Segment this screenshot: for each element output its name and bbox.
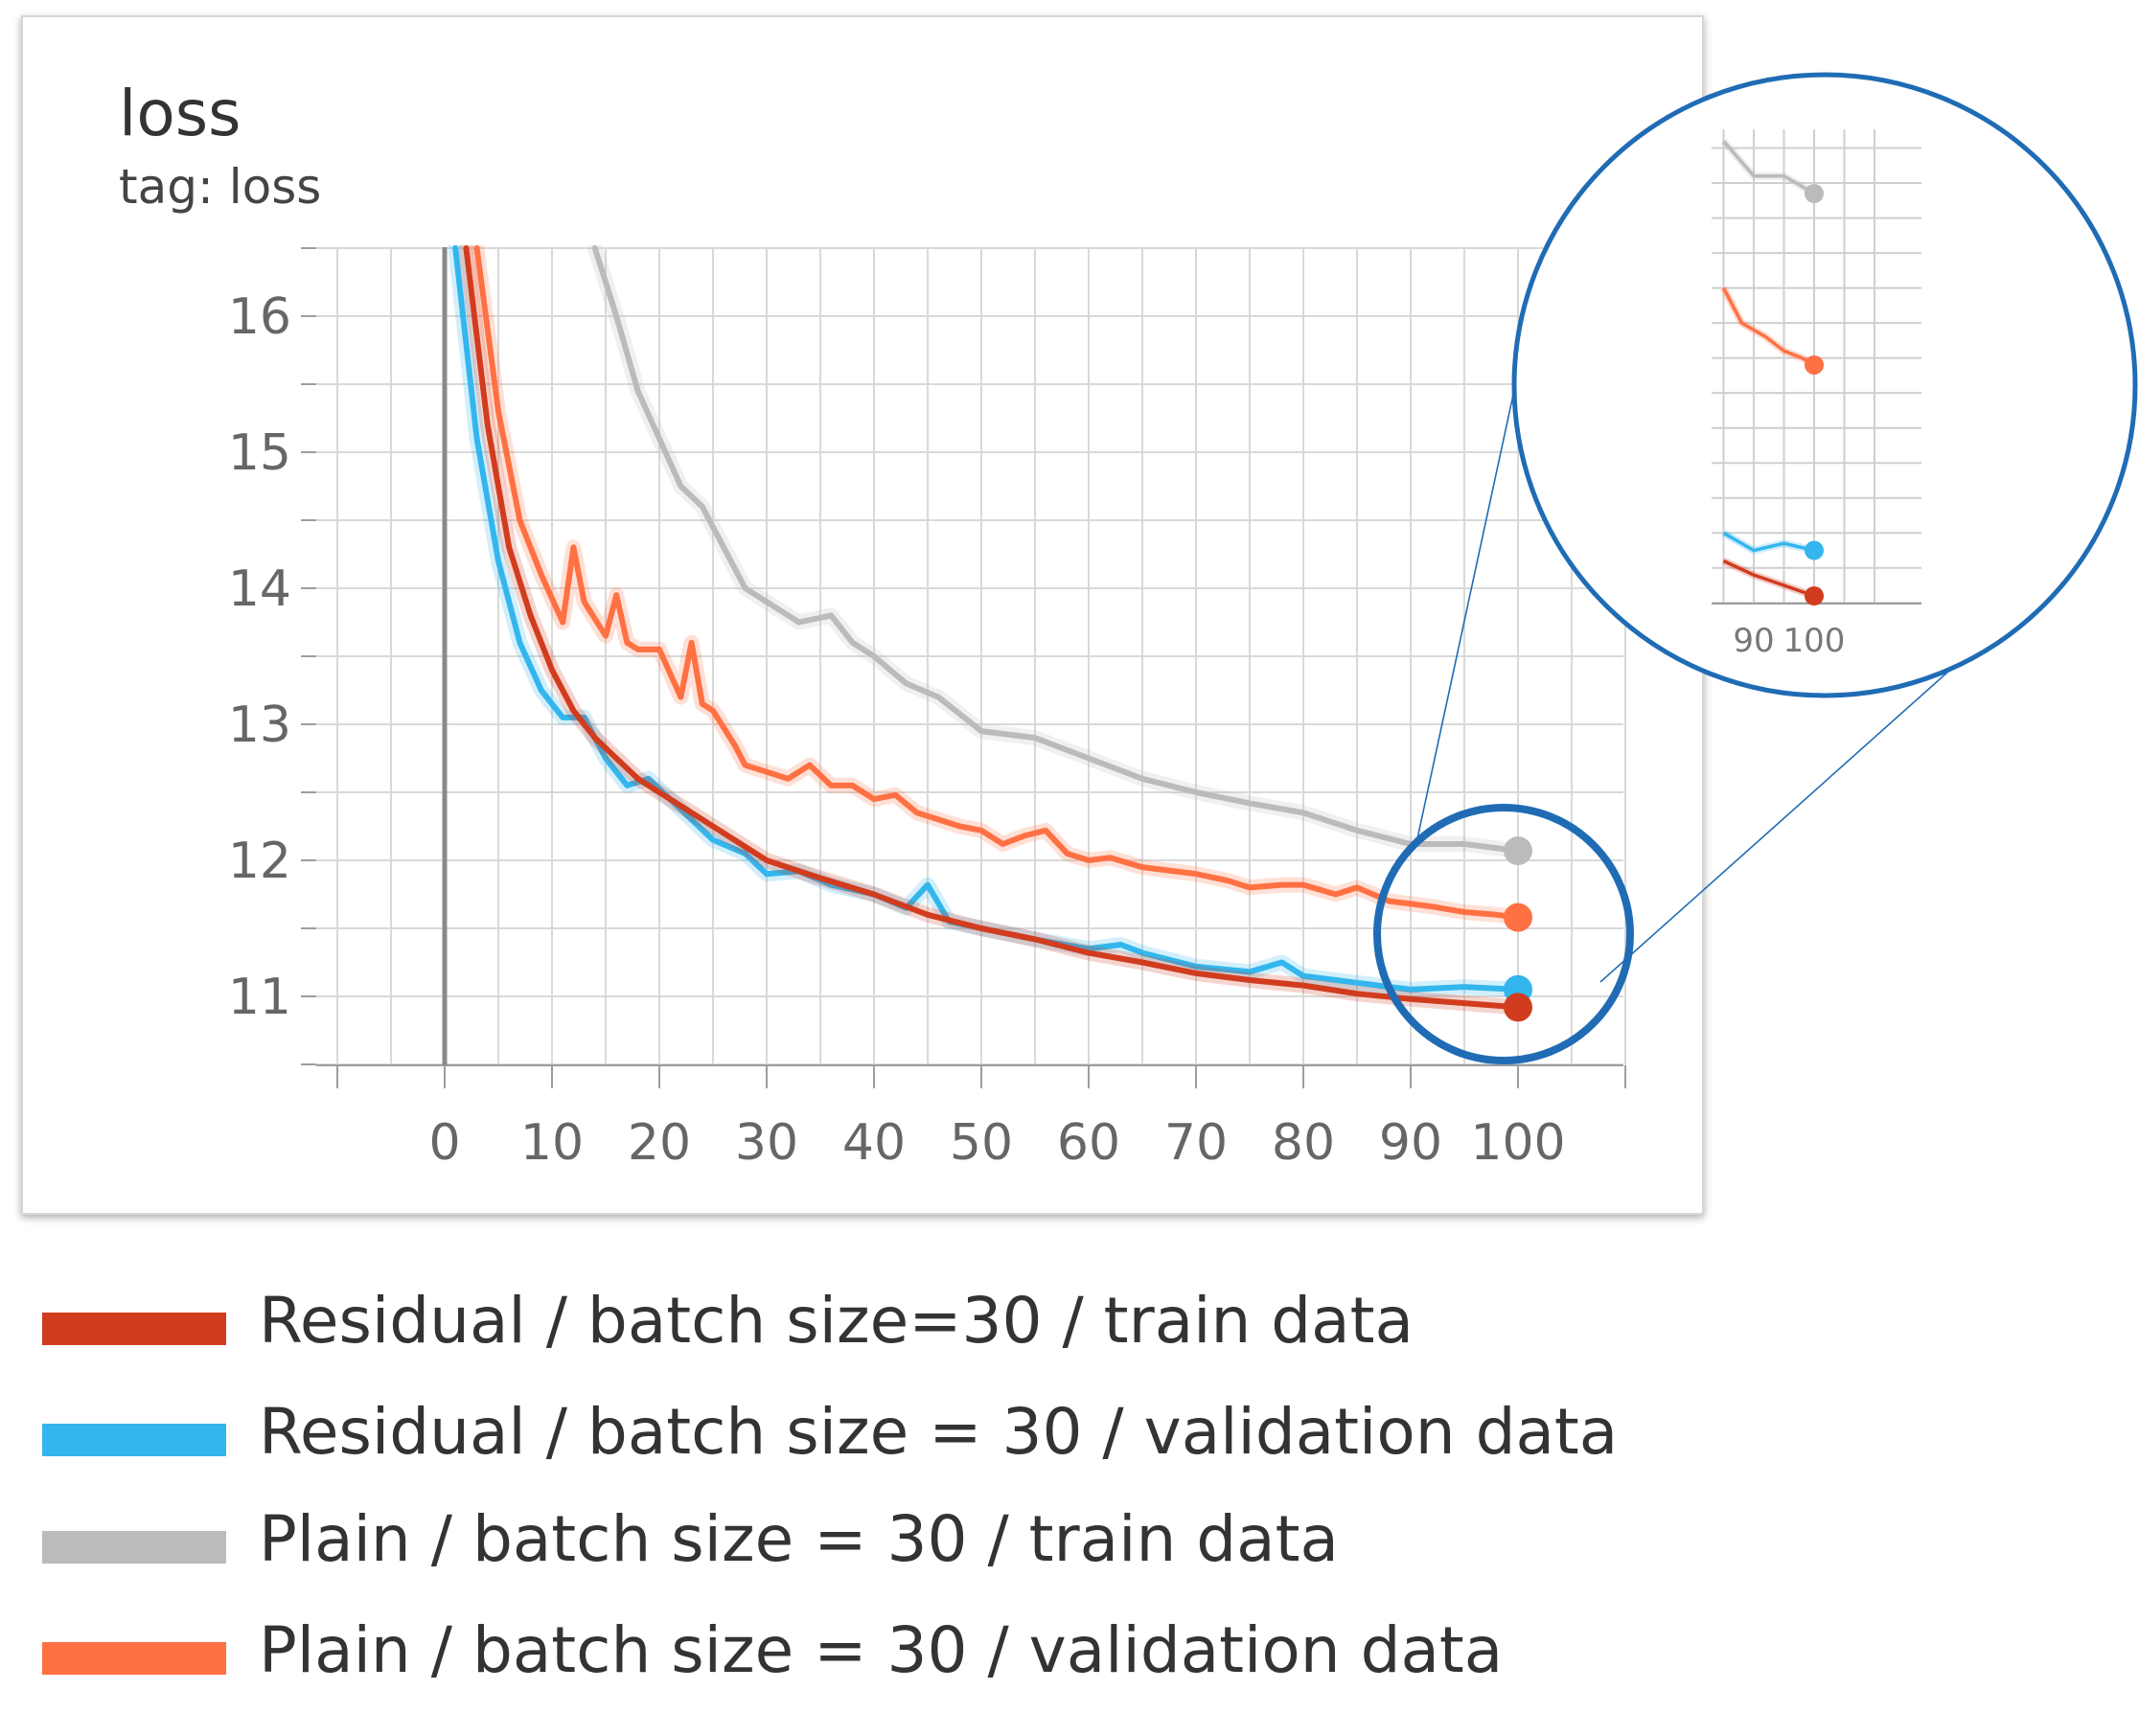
zoom-series-line xyxy=(1722,140,1815,195)
legend-label: Residual / batch size = 30 / validation … xyxy=(259,1395,1619,1469)
chart-axes: 0 10 20 30 40 50 60 70 80 90 100 11 12 13 14 15 16 xyxy=(228,247,1626,1172)
x-tick-label: 90 xyxy=(1379,1114,1442,1172)
zoom-connector-line xyxy=(1415,380,1517,844)
chart-tag: tag: loss xyxy=(119,159,322,215)
chart-card: loss tag: loss xyxy=(21,15,1704,1215)
zoom-series-line xyxy=(1722,559,1815,598)
x-tick-label: 80 xyxy=(1272,1114,1335,1172)
y-tick-label: 14 xyxy=(228,560,291,618)
zoom-x-tick-label: 90 xyxy=(1733,622,1774,660)
chart-grid xyxy=(316,247,1626,1065)
x-tick-label: 100 xyxy=(1470,1114,1565,1172)
legend-item-residual-validation[interactable]: Residual / batch size = 30 / validation … xyxy=(42,1395,1618,1472)
zoom-content: 90 100 xyxy=(1712,129,1921,660)
x-tick-label: 40 xyxy=(842,1114,906,1172)
series-end-marker xyxy=(1504,902,1532,932)
zoom-series-end-marker xyxy=(1805,540,1824,560)
zoom-series-end-marker xyxy=(1805,586,1824,605)
series-line xyxy=(473,245,1521,921)
zoom-series-end-marker xyxy=(1805,354,1824,375)
series-line xyxy=(591,245,1521,855)
series-residual-batch-size-30-train-data xyxy=(458,245,1526,1016)
legend-swatch xyxy=(42,1424,226,1456)
series-plain-batch-size-30-train-data xyxy=(586,245,1526,859)
legend-label: Plain / batch size = 30 / train data xyxy=(259,1502,1339,1576)
x-tick-label: 0 xyxy=(428,1114,460,1172)
x-tick-label: 60 xyxy=(1057,1114,1120,1172)
zoom-circle-border xyxy=(1511,72,2138,698)
y-tick-label: 16 xyxy=(228,288,291,346)
legend-label: Plain / batch size = 30 / validation dat… xyxy=(259,1613,1504,1687)
y-tick-label: 11 xyxy=(228,969,291,1026)
chart-series xyxy=(448,245,1532,1022)
zoom-circle-fill xyxy=(1514,75,2135,696)
series-halo xyxy=(586,245,1526,859)
legend-item-plain-train[interactable]: Plain / batch size = 30 / train data xyxy=(42,1502,1576,1579)
x-tick-label: 20 xyxy=(628,1114,691,1172)
x-tick-label: 70 xyxy=(1164,1114,1228,1172)
zoom-series-line xyxy=(1722,531,1815,553)
series-end-marker xyxy=(1504,993,1532,1022)
legend-swatch xyxy=(42,1642,226,1675)
y-tick-label: 15 xyxy=(228,424,291,482)
zoom-connector-line xyxy=(1599,622,2004,983)
chart-title: loss xyxy=(119,77,242,150)
legend-label: Residual / batch size=30 / train data xyxy=(259,1284,1414,1358)
x-tick-label: 10 xyxy=(520,1114,584,1172)
zoom-series-line xyxy=(1721,286,1815,367)
y-tick-label: 13 xyxy=(228,697,291,754)
series-line xyxy=(463,245,1521,1011)
legend-item-residual-train[interactable]: Residual / batch size=30 / train data xyxy=(42,1284,1576,1360)
zoom-callout: 90 100 xyxy=(1373,72,2138,1064)
legend-item-plain-validation[interactable]: Plain / batch size = 30 / validation dat… xyxy=(42,1613,1576,1690)
legend-swatch xyxy=(42,1313,226,1345)
x-tick-label: 50 xyxy=(950,1114,1013,1172)
series-end-marker xyxy=(1504,836,1532,866)
zoom-series-end-marker xyxy=(1805,184,1824,203)
zoom-x-tick-label: 100 xyxy=(1783,622,1846,660)
zoom-source-circle xyxy=(1373,804,1634,1064)
series-plain-batch-size-30-validation-data xyxy=(469,245,1526,925)
legend-swatch xyxy=(42,1531,226,1564)
y-tick-label: 12 xyxy=(228,833,291,890)
x-tick-label: 30 xyxy=(735,1114,798,1172)
